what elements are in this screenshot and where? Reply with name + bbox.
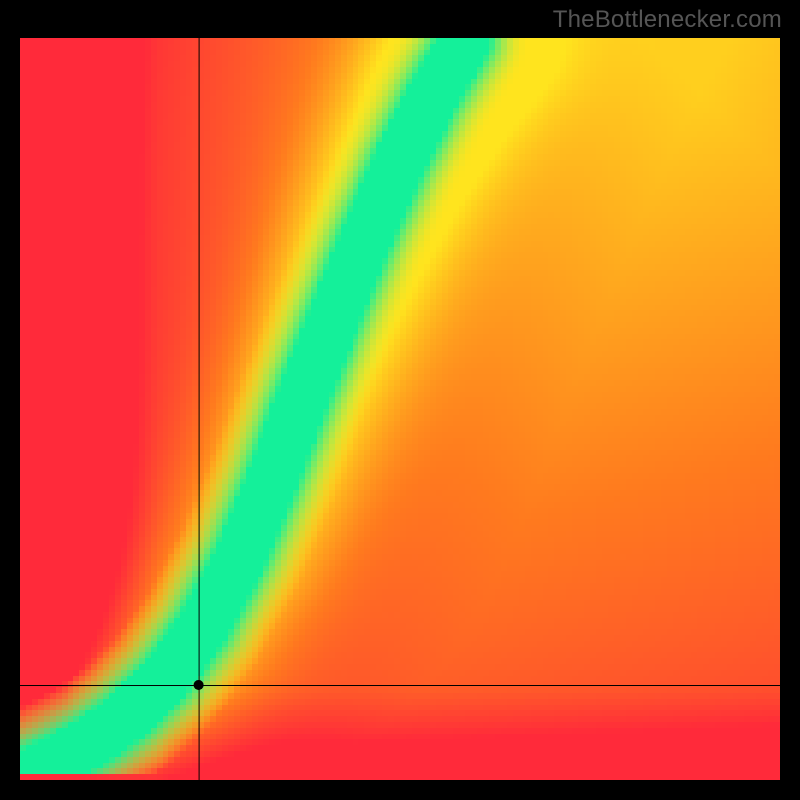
chart-container: TheBottlenecker.com — [0, 0, 800, 800]
bottleneck-heatmap — [20, 38, 780, 780]
watermark-text: TheBottlenecker.com — [553, 6, 782, 34]
